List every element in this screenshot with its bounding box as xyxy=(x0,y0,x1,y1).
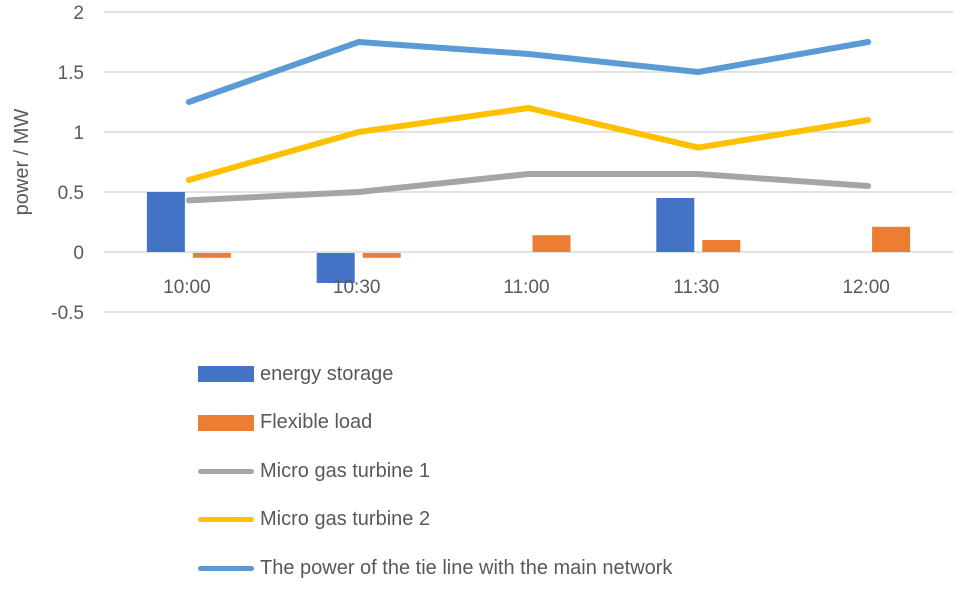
energy-storage-bar xyxy=(656,198,695,252)
y-tick-label: 1 xyxy=(73,123,84,144)
legend-label: Flexible load xyxy=(260,411,373,434)
legend-label: The power of the tie line with the main … xyxy=(260,556,673,579)
bar-series xyxy=(146,192,911,283)
legend-item: Flexible load xyxy=(198,399,672,448)
legend-swatch-line-icon xyxy=(198,565,254,571)
legend-swatch-box-icon xyxy=(198,366,254,383)
energy-storage-bar xyxy=(316,253,355,283)
legend-swatch-line-icon xyxy=(198,517,254,523)
y-axis-label: power / MW xyxy=(11,109,33,216)
flexible-load-bar xyxy=(702,240,741,252)
series-line-1 xyxy=(185,105,872,183)
x-tick-label: 11:00 xyxy=(503,277,549,298)
legend-label: Micro gas turbine 2 xyxy=(260,508,431,531)
series-line-2 xyxy=(185,39,872,105)
legend: energy storage Flexible load Micro gas tur… xyxy=(198,350,672,593)
x-axis-ticks: 10:00 10:30 11:00 11:30 12:00 xyxy=(163,277,890,298)
legend-item: Micro gas turbine 2 xyxy=(198,496,672,545)
gridlines xyxy=(104,11,953,313)
legend-item: energy storage xyxy=(198,350,672,399)
energy-storage-bar xyxy=(146,192,185,252)
y-tick-label: 0.5 xyxy=(58,183,84,204)
flexible-load-bar xyxy=(362,253,401,258)
series-line-0 xyxy=(185,171,872,204)
legend-item: The power of the tie line with the main … xyxy=(198,544,672,593)
y-tick-label: 0 xyxy=(73,243,84,264)
x-tick-label: 12:00 xyxy=(842,277,890,298)
y-axis-ticks: 2 1.5 1 0.5 0 -0.5 xyxy=(51,3,84,324)
x-tick-label: 10:30 xyxy=(333,277,381,298)
legend-label: energy storage xyxy=(260,362,394,385)
combo-chart: 2 1.5 1 0.5 0 -0.5 power / MW 10:00 10:30 11:00… xyxy=(11,3,953,324)
y-tick-label: 2 xyxy=(73,3,84,24)
legend-swatch-line-icon xyxy=(198,468,254,474)
flexible-load-bar xyxy=(192,253,231,258)
legend-label: Micro gas turbine 1 xyxy=(260,459,431,482)
line-series xyxy=(185,39,872,204)
x-tick-label: 10:00 xyxy=(163,277,211,298)
flexible-load-bar xyxy=(872,226,911,252)
legend-item: Micro gas turbine 1 xyxy=(198,447,672,496)
legend-swatch-box-icon xyxy=(198,414,254,431)
y-tick-label: -0.5 xyxy=(51,303,84,324)
y-tick-label: 1.5 xyxy=(58,63,84,84)
flexible-load-bar xyxy=(532,235,571,252)
x-tick-label: 11:30 xyxy=(673,277,719,298)
